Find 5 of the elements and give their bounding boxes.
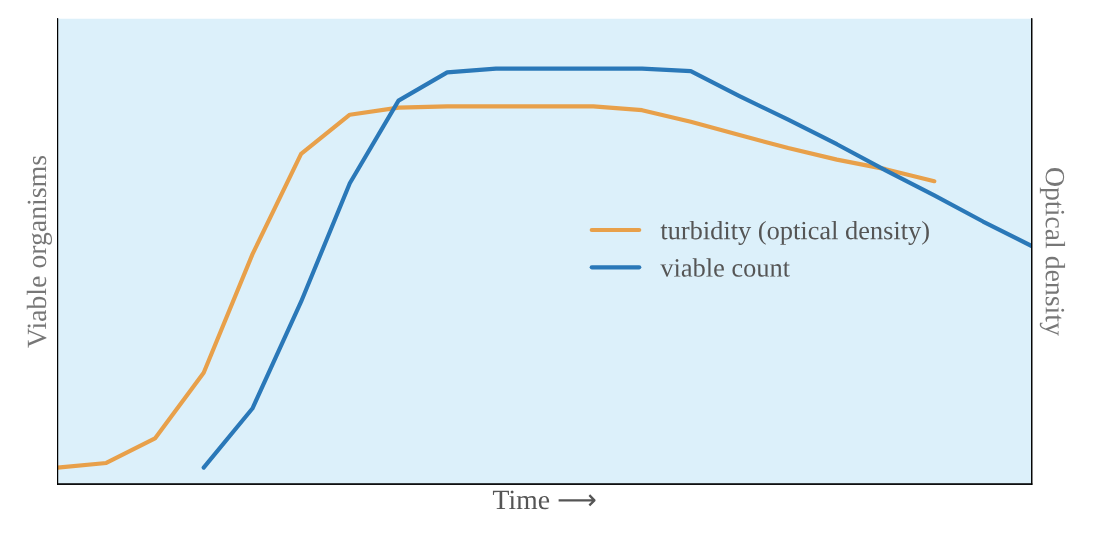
- x-axis-title: Time ⟶: [492, 490, 596, 510]
- y-axis-title: Viable organisms: [26, 155, 53, 348]
- legend-label: viable count: [660, 258, 790, 277]
- y2-axis-title: Optical density: [1039, 168, 1066, 336]
- legend-label: turbidity (optical density): [660, 220, 929, 245]
